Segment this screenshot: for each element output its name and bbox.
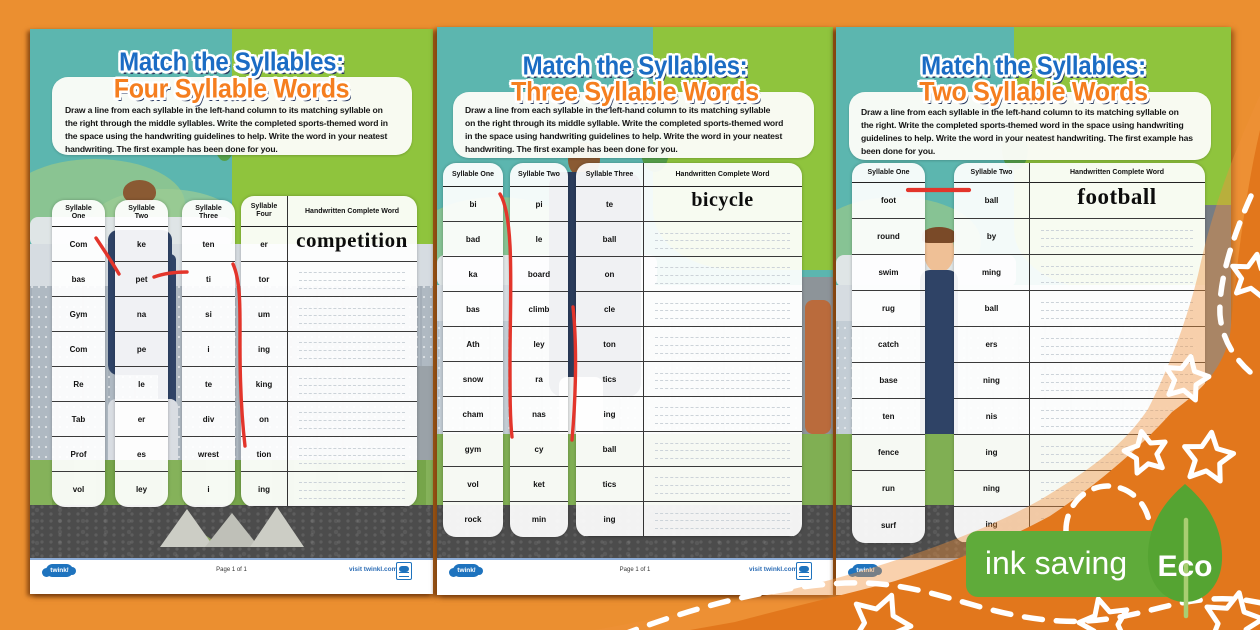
svg-text:ink saving: ink saving [985, 545, 1127, 581]
svg-text:Eco: Eco [1157, 550, 1212, 583]
